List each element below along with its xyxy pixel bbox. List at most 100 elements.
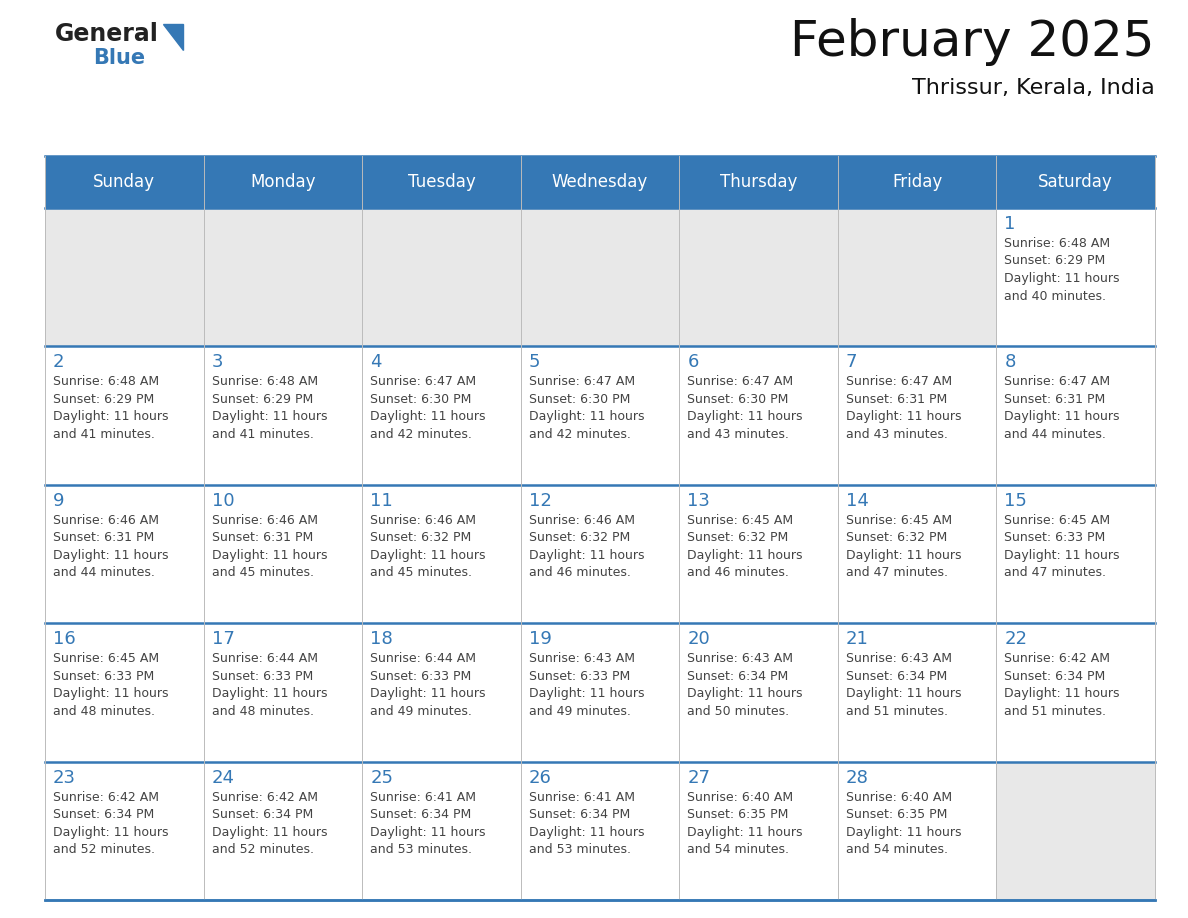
Bar (203, 623, 362, 762)
Text: Sunrise: 6:48 AM: Sunrise: 6:48 AM (211, 375, 317, 388)
Text: Daylight: 11 hours: Daylight: 11 hours (371, 688, 486, 700)
Text: Sunset: 6:32 PM: Sunset: 6:32 PM (846, 532, 947, 544)
Text: 5: 5 (529, 353, 541, 372)
Bar (203, 485, 362, 623)
Bar (680, 485, 838, 623)
Text: 3: 3 (211, 353, 223, 372)
Bar (680, 208, 838, 346)
Bar (362, 346, 520, 485)
Text: Sunset: 6:30 PM: Sunset: 6:30 PM (529, 393, 630, 406)
Text: Daylight: 11 hours: Daylight: 11 hours (371, 825, 486, 839)
Text: Sunrise: 6:42 AM: Sunrise: 6:42 AM (1004, 652, 1111, 666)
Text: February 2025: February 2025 (790, 18, 1155, 66)
Text: Sunrise: 6:44 AM: Sunrise: 6:44 AM (371, 652, 476, 666)
Text: Tuesday: Tuesday (407, 173, 475, 191)
Text: 14: 14 (846, 492, 868, 509)
Text: Daylight: 11 hours: Daylight: 11 hours (688, 410, 803, 423)
Text: 15: 15 (1004, 492, 1028, 509)
Bar (203, 208, 362, 346)
Text: and 48 minutes.: and 48 minutes. (211, 705, 314, 718)
Text: Sunset: 6:35 PM: Sunset: 6:35 PM (846, 808, 947, 821)
Text: 24: 24 (211, 768, 234, 787)
Text: Sunset: 6:34 PM: Sunset: 6:34 PM (529, 808, 630, 821)
Text: 12: 12 (529, 492, 551, 509)
Bar (838, 485, 997, 623)
Text: Sunset: 6:31 PM: Sunset: 6:31 PM (1004, 393, 1106, 406)
Text: Daylight: 11 hours: Daylight: 11 hours (211, 688, 327, 700)
Bar (997, 346, 1155, 485)
Text: 10: 10 (211, 492, 234, 509)
Text: Daylight: 11 hours: Daylight: 11 hours (53, 549, 169, 562)
Text: Daylight: 11 hours: Daylight: 11 hours (688, 549, 803, 562)
Text: and 54 minutes.: and 54 minutes. (846, 843, 948, 856)
Bar (45, 623, 203, 762)
Bar (45, 208, 203, 346)
Bar (362, 485, 520, 623)
Text: Daylight: 11 hours: Daylight: 11 hours (846, 410, 961, 423)
Text: 16: 16 (53, 630, 76, 648)
Text: 17: 17 (211, 630, 234, 648)
Text: Daylight: 11 hours: Daylight: 11 hours (846, 825, 961, 839)
Text: 11: 11 (371, 492, 393, 509)
Text: Sunset: 6:31 PM: Sunset: 6:31 PM (211, 532, 312, 544)
Text: and 41 minutes.: and 41 minutes. (211, 428, 314, 441)
Text: Daylight: 11 hours: Daylight: 11 hours (688, 688, 803, 700)
Text: 27: 27 (688, 768, 710, 787)
Bar (997, 485, 1155, 623)
Text: Daylight: 11 hours: Daylight: 11 hours (529, 825, 644, 839)
Text: Sunday: Sunday (94, 173, 156, 191)
Bar (838, 346, 997, 485)
Text: and 43 minutes.: and 43 minutes. (688, 428, 789, 441)
Text: and 41 minutes.: and 41 minutes. (53, 428, 154, 441)
Text: and 49 minutes.: and 49 minutes. (529, 705, 631, 718)
Text: Sunset: 6:34 PM: Sunset: 6:34 PM (846, 670, 947, 683)
Text: 13: 13 (688, 492, 710, 509)
Text: Sunrise: 6:46 AM: Sunrise: 6:46 AM (529, 514, 634, 527)
Bar (997, 762, 1155, 900)
Text: 21: 21 (846, 630, 868, 648)
Text: Daylight: 11 hours: Daylight: 11 hours (846, 549, 961, 562)
Text: Sunrise: 6:47 AM: Sunrise: 6:47 AM (688, 375, 794, 388)
Bar (838, 762, 997, 900)
Text: Daylight: 11 hours: Daylight: 11 hours (53, 688, 169, 700)
Text: 8: 8 (1004, 353, 1016, 372)
Bar (45, 156, 1155, 208)
Text: Sunset: 6:29 PM: Sunset: 6:29 PM (1004, 254, 1106, 267)
Text: Sunrise: 6:48 AM: Sunrise: 6:48 AM (53, 375, 159, 388)
Bar (680, 623, 838, 762)
Text: Wednesday: Wednesday (552, 173, 649, 191)
Text: and 52 minutes.: and 52 minutes. (53, 843, 154, 856)
Text: Sunrise: 6:42 AM: Sunrise: 6:42 AM (53, 790, 159, 803)
Text: Sunset: 6:33 PM: Sunset: 6:33 PM (1004, 532, 1106, 544)
Text: and 44 minutes.: and 44 minutes. (1004, 428, 1106, 441)
Text: Daylight: 11 hours: Daylight: 11 hours (211, 410, 327, 423)
Text: and 45 minutes.: and 45 minutes. (211, 566, 314, 579)
Bar (45, 762, 203, 900)
Text: 1: 1 (1004, 215, 1016, 233)
Bar (838, 623, 997, 762)
Text: Sunset: 6:32 PM: Sunset: 6:32 PM (371, 532, 472, 544)
Bar (997, 623, 1155, 762)
Bar (203, 762, 362, 900)
Bar (520, 762, 680, 900)
Text: Sunset: 6:29 PM: Sunset: 6:29 PM (211, 393, 312, 406)
Text: Friday: Friday (892, 173, 942, 191)
Text: and 43 minutes.: and 43 minutes. (846, 428, 948, 441)
Text: Saturday: Saturday (1038, 173, 1113, 191)
Text: Daylight: 11 hours: Daylight: 11 hours (529, 688, 644, 700)
Text: and 47 minutes.: and 47 minutes. (846, 566, 948, 579)
Text: 19: 19 (529, 630, 551, 648)
Text: and 42 minutes.: and 42 minutes. (529, 428, 631, 441)
Text: Sunset: 6:30 PM: Sunset: 6:30 PM (371, 393, 472, 406)
Text: Sunrise: 6:46 AM: Sunrise: 6:46 AM (53, 514, 159, 527)
Text: and 44 minutes.: and 44 minutes. (53, 566, 154, 579)
Text: and 52 minutes.: and 52 minutes. (211, 843, 314, 856)
Text: 7: 7 (846, 353, 858, 372)
Text: Daylight: 11 hours: Daylight: 11 hours (529, 549, 644, 562)
Text: Daylight: 11 hours: Daylight: 11 hours (529, 410, 644, 423)
Text: Sunset: 6:32 PM: Sunset: 6:32 PM (529, 532, 630, 544)
Text: 26: 26 (529, 768, 551, 787)
Text: Blue: Blue (93, 48, 145, 68)
Text: Sunrise: 6:45 AM: Sunrise: 6:45 AM (53, 652, 159, 666)
Bar (680, 346, 838, 485)
